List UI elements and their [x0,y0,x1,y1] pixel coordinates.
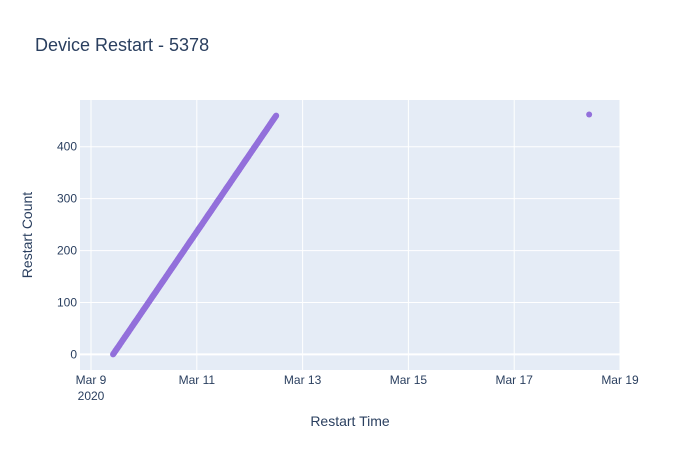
x-tick-label: Mar 13 [284,373,322,387]
grid-layer [80,100,621,370]
y-tick-label: 0 [70,347,77,361]
x-tick-label: Mar 19 [601,373,639,387]
x-tick-label: Mar 9 [76,373,107,387]
x-tick-label: Mar 17 [496,373,534,387]
x-tick-year-label: 2020 [78,389,105,403]
chart-title: Device Restart - 5378 [35,35,209,55]
data-point [586,111,593,118]
plot-area [80,100,620,370]
y-tick-labels: 0 100 200 300 400 [57,140,77,362]
y-tick-label: 400 [57,140,77,154]
y-tick-label: 300 [57,192,77,206]
y-axis-title: Restart Count [19,192,35,278]
y-tick-label: 100 [57,296,77,310]
points-layer [110,111,593,358]
x-tick-label: Mar 11 [179,373,216,387]
x-tick-labels: Mar 9 2020 Mar 11 Mar 13 Mar 15 Mar 17 Mar 19 [76,373,639,403]
y-tick-label: 200 [57,244,77,258]
x-axis-title: Restart Time [310,413,390,429]
data-point [273,112,280,119]
x-tick-label: Mar 15 [390,373,428,387]
